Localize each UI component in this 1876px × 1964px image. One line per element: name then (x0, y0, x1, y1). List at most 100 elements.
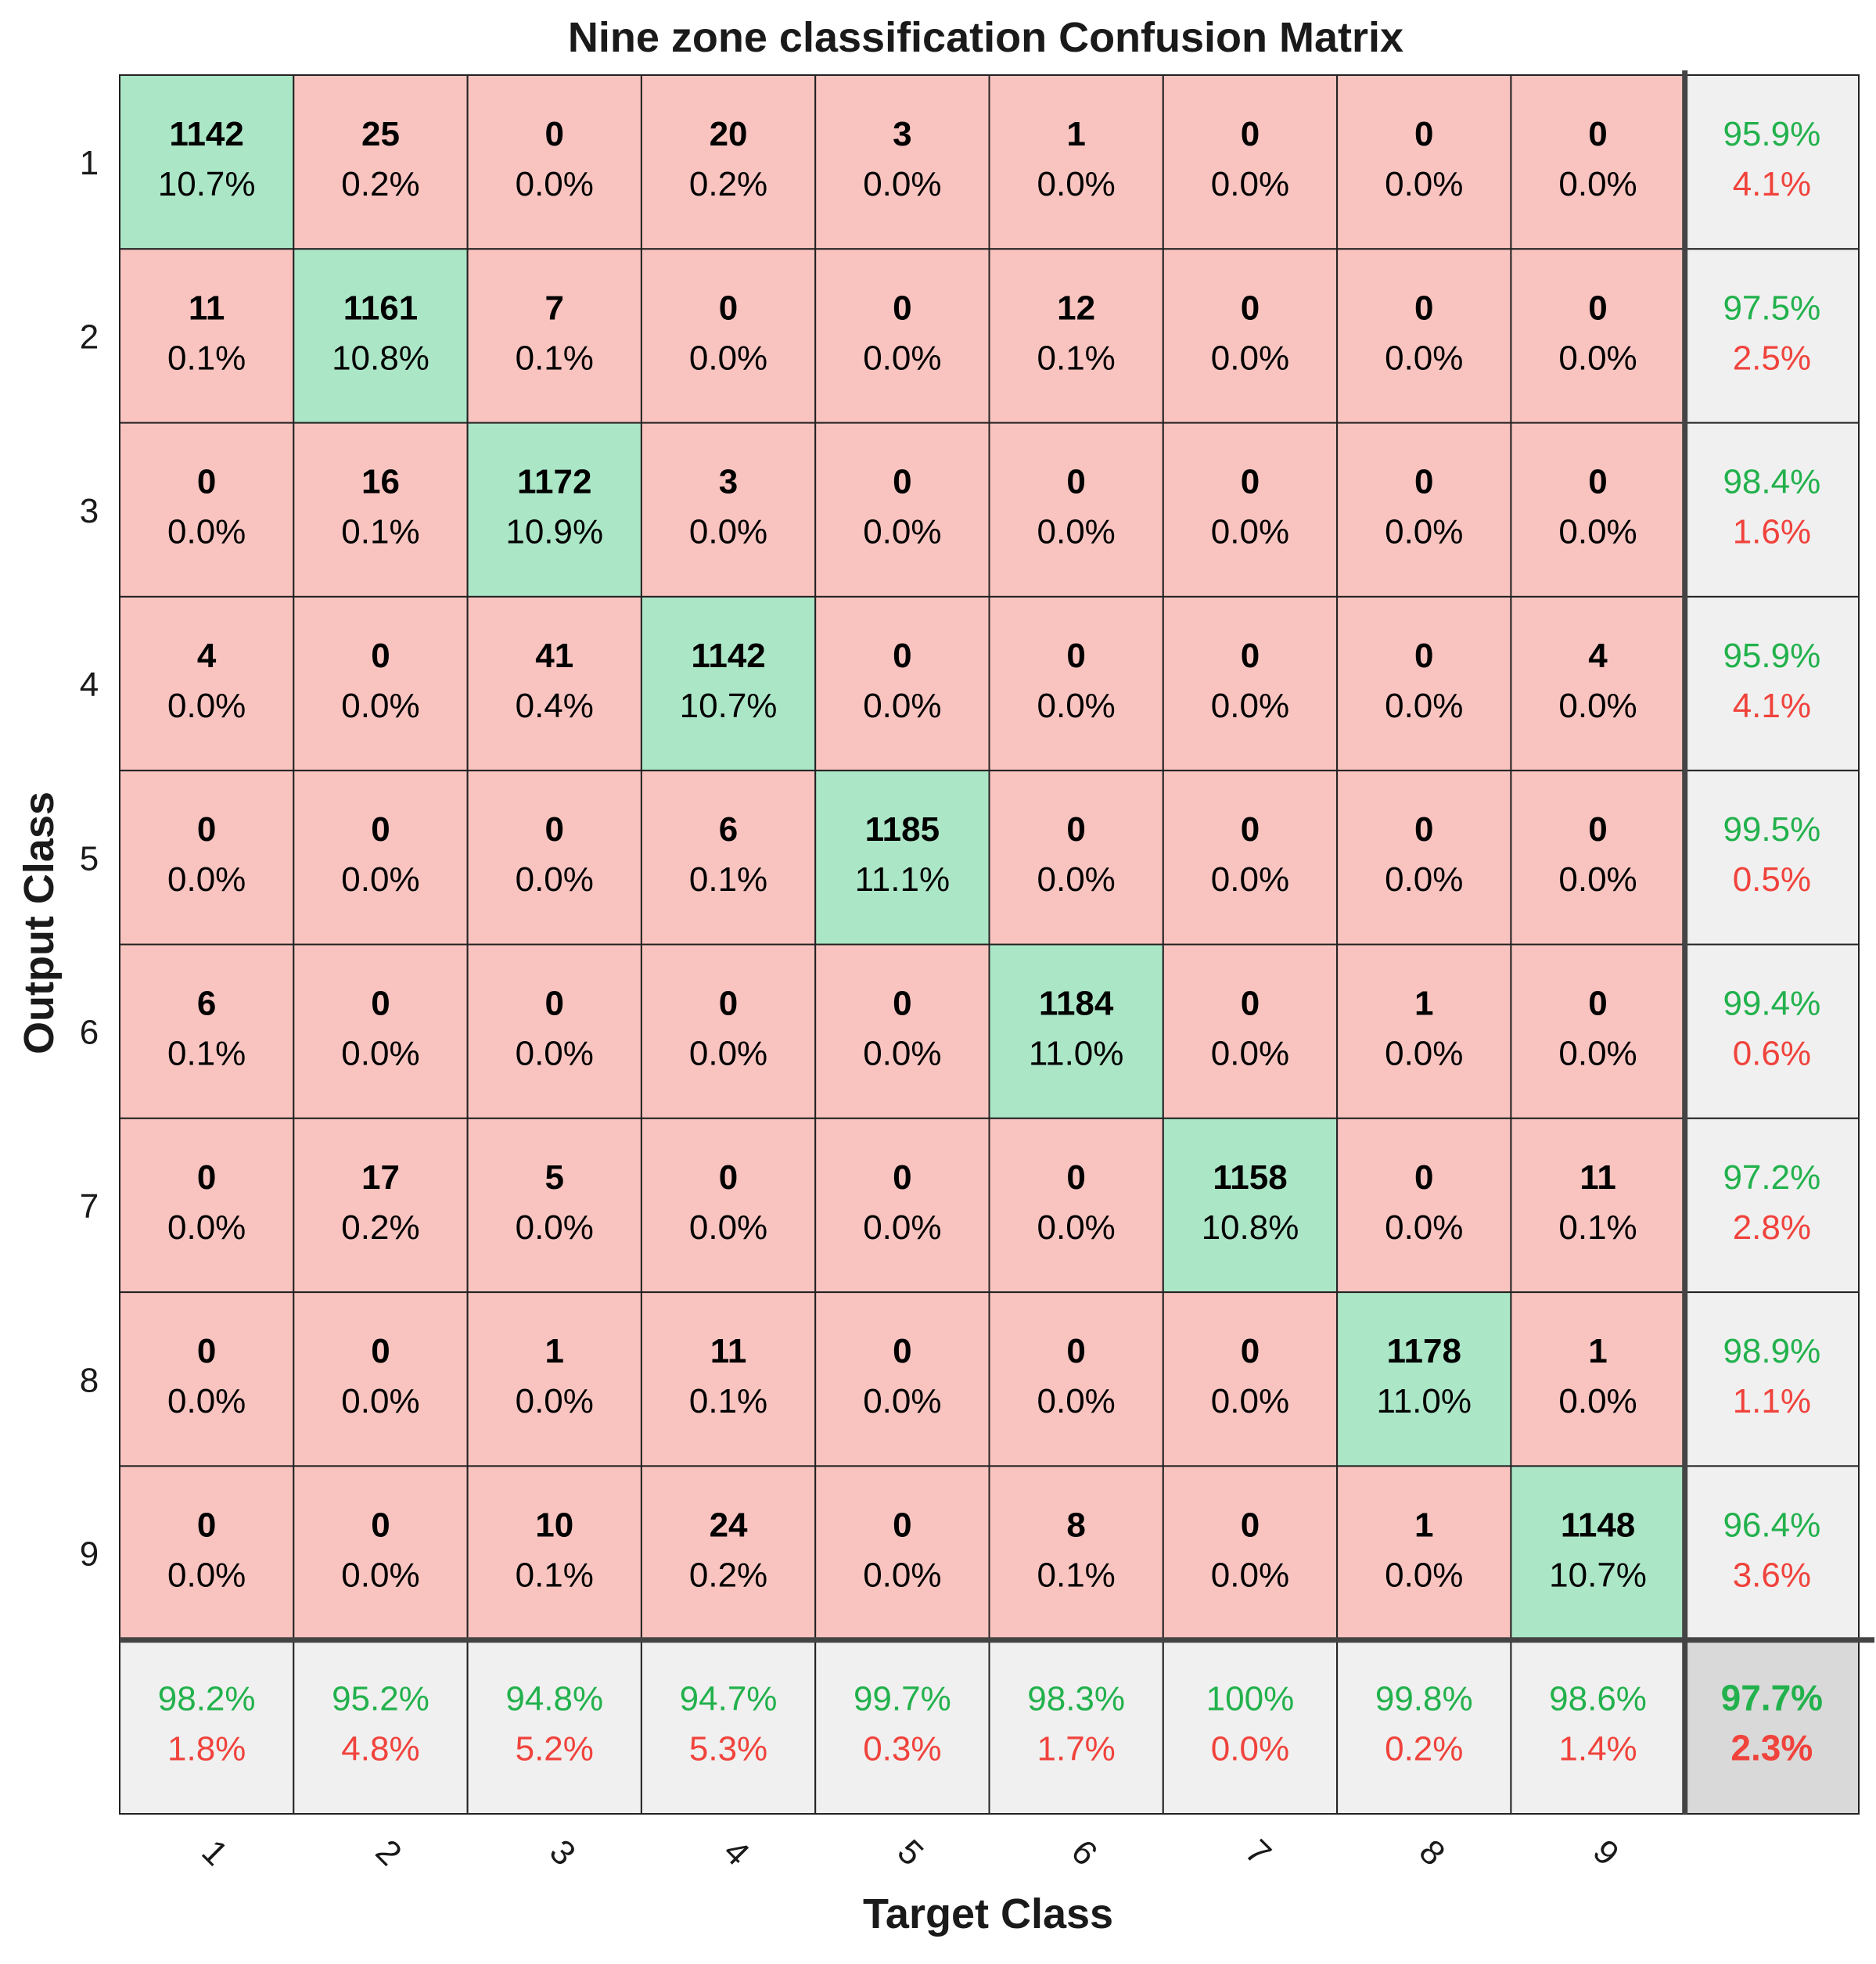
row-summary-cell: 98.9% 1.1% (1684, 1291, 1860, 1467)
row-summary-cell: 97.5% 2.5% (1684, 248, 1860, 424)
cell-background (119, 943, 295, 1119)
row-error: 0.6% (1733, 1035, 1811, 1073)
matrix-cell: 6 0.1% (119, 943, 295, 1119)
matrix-cell: 0 0.0% (988, 1117, 1164, 1294)
cell-background (1162, 1465, 1339, 1641)
cell-background (293, 422, 469, 598)
matrix-cell: 11 0.1% (1510, 1117, 1686, 1294)
cell-background (293, 943, 469, 1119)
matrix-cell-correct: 1184 11.0% (988, 943, 1164, 1119)
column-error: 5.3% (689, 1730, 767, 1768)
cell-percent: 0.0% (1211, 687, 1289, 725)
cell-background (293, 595, 469, 772)
cell-background (1162, 770, 1339, 946)
cell-percent: 0.2% (689, 1556, 767, 1594)
cell-count: 0 (1588, 115, 1607, 153)
cell-count: 0 (719, 1158, 738, 1197)
cell-background (1336, 422, 1512, 598)
matrix-cell: 0 0.0% (1336, 1117, 1512, 1294)
matrix-cell: 0 0.0% (466, 943, 642, 1119)
cell-background (814, 595, 990, 772)
cell-count: 1178 (1387, 1332, 1461, 1370)
cell-percent: 0.0% (1385, 1208, 1463, 1247)
cell-percent: 0.1% (1558, 1208, 1637, 1247)
matrix-cell-correct: 1178 11.0% (1336, 1291, 1512, 1467)
cell-percent: 0.0% (516, 165, 594, 203)
matrix-cell-correct: 1161 10.8% (293, 248, 469, 424)
matrix-cell: 0 0.0% (640, 943, 817, 1119)
cell-count: 4 (197, 637, 217, 675)
column-recall: 94.8% (505, 1680, 603, 1718)
column-summary-cell: 98.2% 1.8% (119, 1639, 295, 1815)
cell-count: 41 (535, 637, 573, 675)
cell-background (1510, 74, 1686, 250)
matrix-cell: 4 0.0% (1510, 595, 1686, 772)
cell-background (119, 1117, 295, 1294)
cell-percent: 10.9% (505, 513, 603, 551)
cell-count: 1142 (169, 115, 243, 153)
cell-count: 1 (1588, 1332, 1607, 1370)
cell-background (119, 770, 295, 946)
cell-count: 12 (1057, 289, 1095, 327)
matrix-cell: 0 0.0% (1336, 770, 1512, 946)
column-error: 0.0% (1211, 1730, 1289, 1768)
matrix-cell: 0 0.0% (814, 1291, 990, 1467)
cell-background (814, 1465, 990, 1641)
matrix-cell: 0 0.0% (988, 1291, 1164, 1467)
cell-percent: 0.0% (1037, 513, 1116, 551)
cell-count: 0 (893, 1332, 911, 1370)
y-tick-label: 5 (80, 839, 99, 878)
cell-percent: 11.0% (1029, 1035, 1124, 1073)
cell-background (988, 1291, 1164, 1467)
cell-percent: 0.1% (1037, 339, 1116, 377)
cell-percent: 0.0% (341, 687, 419, 725)
cell-percent: 0.0% (167, 687, 246, 725)
cell-percent: 0.0% (341, 1556, 419, 1594)
cell-percent: 0.0% (1211, 1556, 1289, 1594)
column-recall: 98.6% (1549, 1680, 1647, 1718)
row-precision: 95.9% (1723, 637, 1820, 675)
cell-percent: 0.1% (341, 513, 419, 551)
cell-count: 10 (535, 1506, 573, 1544)
cell-count: 0 (1414, 810, 1433, 849)
cell-count: 0 (197, 463, 216, 501)
matrix-cell: 41 0.4% (466, 595, 642, 772)
cell-percent: 0.0% (1211, 165, 1289, 203)
row-error: 2.5% (1733, 339, 1811, 377)
cell-background (640, 422, 817, 598)
cell-percent: 10.8% (1202, 1208, 1299, 1247)
matrix-cell: 0 0.0% (119, 770, 295, 946)
cell-count: 0 (1414, 463, 1433, 501)
y-tick-label: 7 (80, 1187, 99, 1226)
cell-percent: 0.0% (1558, 860, 1637, 899)
cell-background (1684, 248, 1860, 424)
cell-background (1684, 1291, 1860, 1467)
cell-background (119, 422, 295, 598)
chart-title: Nine zone classification Confusion Matri… (568, 14, 1403, 61)
cell-background (814, 943, 990, 1119)
cell-percent: 0.0% (1211, 339, 1289, 377)
cell-count: 11 (189, 289, 225, 327)
cell-percent: 0.0% (1037, 1382, 1116, 1420)
cell-background (640, 74, 817, 250)
cell-background (814, 422, 990, 598)
cell-percent: 0.2% (341, 165, 419, 203)
cell-percent: 0.1% (1037, 1556, 1116, 1594)
cell-count: 0 (197, 810, 216, 849)
matrix-cell: 0 0.0% (988, 595, 1164, 772)
y-tick-label: 4 (80, 666, 99, 704)
cell-percent: 0.1% (167, 1035, 246, 1073)
cell-percent: 0.0% (167, 513, 246, 551)
cell-background (1510, 1117, 1686, 1294)
cell-background (1684, 770, 1860, 946)
cell-count: 4 (1588, 637, 1608, 675)
cell-count: 1 (1414, 985, 1433, 1023)
cell-background (1336, 1639, 1512, 1815)
cell-background (640, 770, 817, 946)
matrix-cell: 0 0.0% (1336, 422, 1512, 598)
column-error: 5.2% (516, 1730, 594, 1768)
cell-count: 0 (1066, 1158, 1085, 1197)
cell-background (466, 1639, 642, 1815)
matrix-cell: 0 0.0% (1162, 422, 1339, 598)
